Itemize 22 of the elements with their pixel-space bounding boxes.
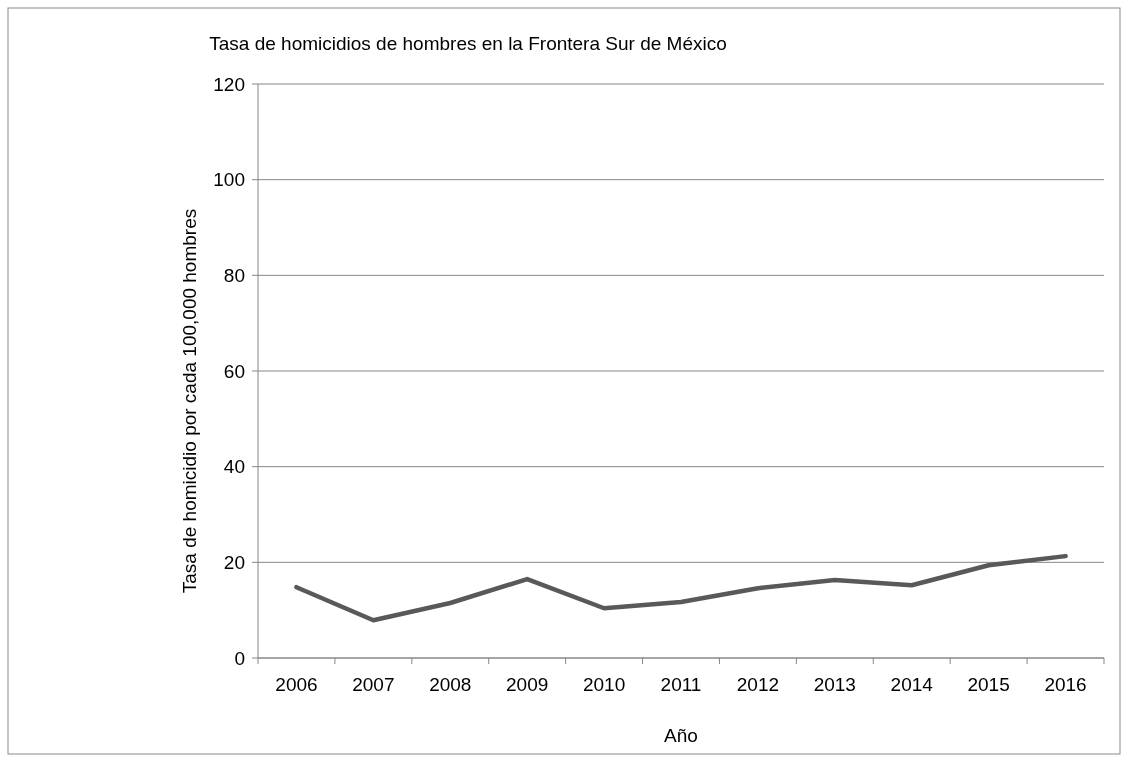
- x-tick-label: 2010: [582, 674, 626, 695]
- chart-title: Tasa de homicidios de hombres en la Frontera Sur de México: [209, 33, 727, 54]
- y-axis-title: Tasa de homicidio por cada 100,000 hombres: [179, 208, 200, 594]
- y-tick-label: 20: [223, 551, 245, 573]
- x-tick-label: 2011: [660, 674, 702, 695]
- y-tick-label: 80: [223, 264, 245, 286]
- x-tick-label: 2016: [1044, 674, 1087, 695]
- y-tick-label: 0: [234, 647, 245, 669]
- y-tick-label: 100: [213, 169, 245, 191]
- y-tick-label: 40: [223, 456, 245, 478]
- line-series: [294, 553, 1068, 623]
- x-tick-label: 2013: [813, 674, 856, 695]
- x-tick-label: 2009: [506, 674, 549, 695]
- x-axis-title: Año: [664, 725, 698, 746]
- x-tick-label: 2012: [736, 674, 780, 695]
- y-tick-label: 120: [213, 73, 245, 95]
- x-tick-label: 2006: [275, 674, 318, 695]
- x-tick-label: 2014: [890, 674, 934, 695]
- y-tick-label: 60: [223, 360, 245, 382]
- x-tick-label: 2008: [429, 674, 472, 695]
- x-tick-label: 2007: [352, 674, 395, 695]
- x-tick-label: 2015: [967, 674, 1010, 695]
